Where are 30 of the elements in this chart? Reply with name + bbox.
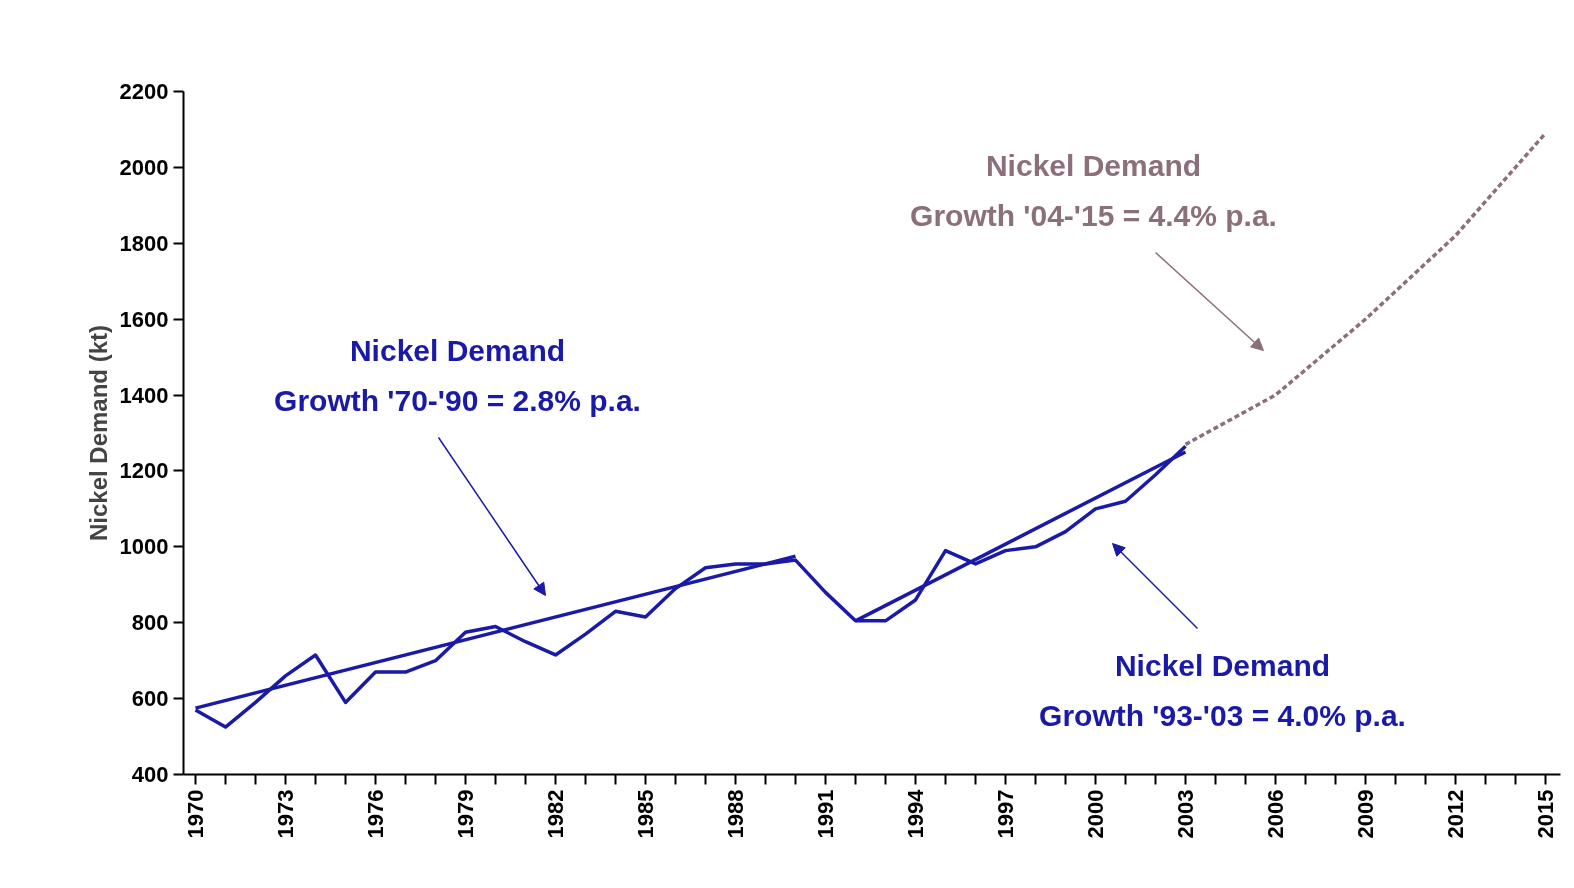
y-tick-label: 2000 bbox=[119, 154, 169, 180]
x-tick-label: 2015 bbox=[1533, 789, 1558, 839]
annotation: Nickel Demand Growth '70-'90 = 2.8% p.a. bbox=[274, 334, 641, 417]
y-tick-label: 1400 bbox=[119, 382, 169, 408]
x-tick-label: 2012 bbox=[1443, 789, 1468, 839]
y-tick-label: 1600 bbox=[119, 306, 169, 332]
x-tick-label: 1970 bbox=[183, 789, 208, 839]
x-tick-label: 1988 bbox=[723, 789, 748, 839]
y-tick-label: 1200 bbox=[119, 458, 169, 484]
x-tick-label: 1982 bbox=[543, 789, 568, 839]
x-tick-label: 2003 bbox=[1173, 789, 1198, 839]
x-tick-label: 1973 bbox=[273, 789, 298, 839]
x-tick-label: 1979 bbox=[453, 789, 478, 839]
y-axis-title: Nickel Demand (kt) bbox=[84, 324, 112, 542]
y-tick-label: 800 bbox=[131, 610, 169, 636]
y-tick-label: 1800 bbox=[119, 230, 169, 256]
x-tick-label: 1994 bbox=[903, 788, 928, 839]
y-tick-label: 1000 bbox=[119, 534, 169, 560]
x-tick-label: 2000 bbox=[1083, 789, 1108, 839]
x-tick-label: 1991 bbox=[813, 789, 838, 839]
y-tick-label: 600 bbox=[131, 686, 169, 712]
y-tick-label: 400 bbox=[131, 762, 169, 787]
annotation: Nickel Demand Growth '04-'15 = 4.4% p.a. bbox=[910, 149, 1277, 232]
x-tick-label: 1976 bbox=[363, 789, 388, 839]
y-tick-label: 2200 bbox=[119, 79, 169, 104]
x-tick-label: 1985 bbox=[633, 789, 658, 839]
x-tick-label: 1997 bbox=[993, 789, 1018, 839]
x-tick-label: 2009 bbox=[1353, 789, 1378, 839]
annotation: Nickel Demand Growth '93-'03 = 4.0% p.a. bbox=[1039, 649, 1406, 732]
x-tick-label: 2006 bbox=[1263, 789, 1288, 839]
